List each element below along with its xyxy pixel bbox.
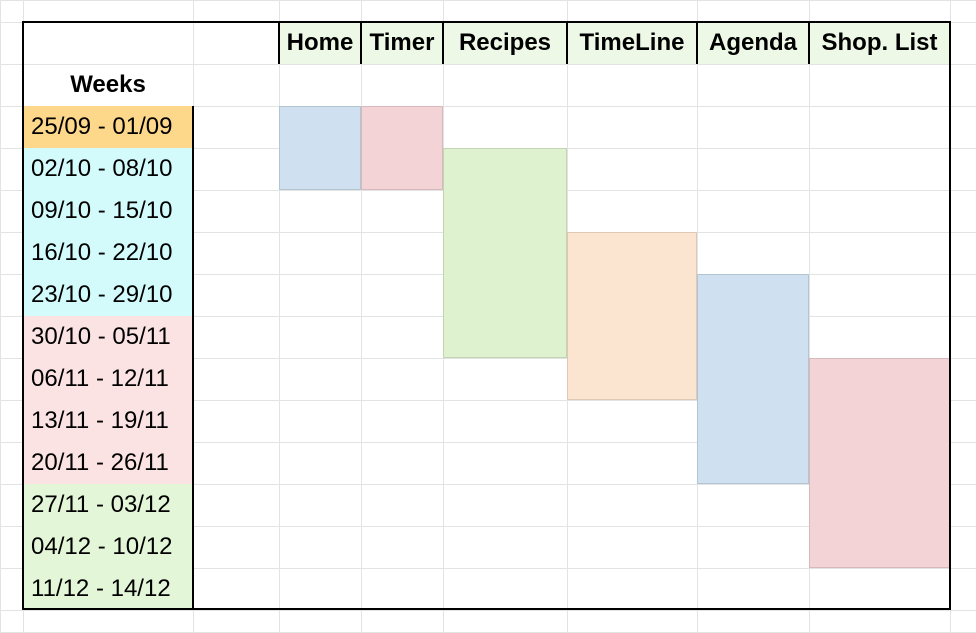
grid-line-horizontal (0, 526, 976, 527)
header-separator (566, 22, 568, 64)
header-separator (696, 22, 698, 64)
grid-line-horizontal (0, 0, 976, 1)
week-label[interactable]: 16/10 - 22/10 (31, 239, 173, 266)
header-cell-fill (697, 22, 809, 64)
header-left-edge (278, 22, 280, 64)
week-cell-fill (23, 568, 193, 610)
header-cell-fill (809, 22, 950, 64)
week-label[interactable]: 25/09 - 01/09 (31, 113, 173, 140)
week-label[interactable]: 30/10 - 05/11 (31, 323, 171, 350)
schedule-bar-shop-list (809, 358, 950, 568)
week-label[interactable]: 27/11 - 03/12 (31, 491, 171, 518)
week-cell-fill (23, 442, 193, 484)
weeks-header[interactable]: Weeks (70, 71, 146, 98)
grid-line-horizontal (0, 442, 976, 443)
column-header-home[interactable]: Home (286, 29, 354, 56)
schedule-bar-timer (361, 106, 443, 190)
grid-line-horizontal (0, 484, 976, 485)
week-label[interactable]: 04/12 - 10/12 (31, 533, 173, 560)
week-cell-fill (23, 484, 193, 526)
border-right (949, 21, 951, 610)
schedule-bar-recipes (443, 148, 567, 358)
schedule-bar-home (279, 106, 361, 190)
week-cell-fill (23, 274, 193, 316)
column-header-agenda[interactable]: Agenda (708, 29, 797, 56)
grid-line-horizontal (0, 568, 976, 569)
schedule-bar-timeline (567, 232, 697, 400)
header-separator (360, 22, 362, 64)
border-left (22, 21, 24, 610)
week-cell-fill (23, 316, 193, 358)
header-separator (442, 22, 444, 64)
header-cell-fill (279, 22, 361, 64)
grid-line-horizontal (0, 106, 976, 107)
header-cell-fill (567, 22, 697, 64)
header-cell-fill (443, 22, 567, 64)
border-top (22, 21, 951, 23)
week-cell-fill (23, 358, 193, 400)
grid-line-horizontal (0, 64, 976, 65)
header-separator (808, 22, 810, 64)
grid-line-horizontal (0, 400, 976, 401)
week-label[interactable]: 20/11 - 26/11 (31, 449, 169, 476)
column-header-timeline[interactable]: TimeLine (579, 29, 685, 56)
grid-line-horizontal (0, 610, 976, 611)
schedule-bar-agenda (697, 274, 809, 484)
weeks-column-divider (192, 106, 194, 610)
week-cell-fill (23, 190, 193, 232)
week-label[interactable]: 13/11 - 19/11 (31, 407, 169, 434)
week-cell-fill (23, 232, 193, 274)
week-label[interactable]: 23/10 - 29/10 (31, 281, 173, 308)
border-bottom (22, 608, 951, 610)
week-cell-fill (23, 400, 193, 442)
week-label[interactable]: 02/10 - 08/10 (31, 155, 173, 182)
week-label[interactable]: 11/12 - 14/12 (31, 575, 171, 602)
column-header-timer[interactable]: Timer (369, 29, 435, 56)
week-cell-fill (23, 106, 193, 148)
column-header-shop-list[interactable]: Shop. List (821, 29, 938, 56)
week-cell-fill (23, 526, 193, 568)
week-cell-fill (23, 148, 193, 190)
week-label[interactable]: 06/11 - 12/11 (31, 365, 169, 392)
week-label[interactable]: 09/10 - 15/10 (31, 197, 173, 224)
grid-line-horizontal (0, 358, 976, 359)
column-header-recipes[interactable]: Recipes (458, 29, 552, 56)
header-cell-fill (361, 22, 443, 64)
